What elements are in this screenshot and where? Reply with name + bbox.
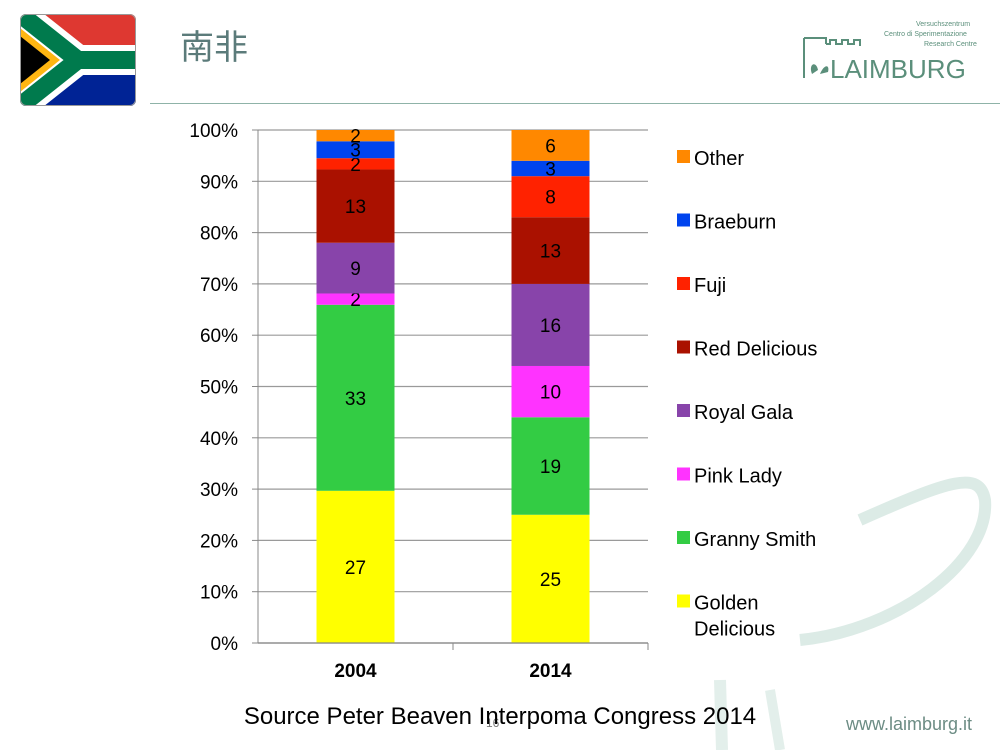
page-number: 16 xyxy=(486,716,500,730)
data-label: 2 xyxy=(350,290,361,311)
logo-line-2: Centro di Sperimentazione xyxy=(884,31,967,38)
legend-swatch xyxy=(677,150,690,163)
slide-title: 南非 xyxy=(180,28,248,68)
x-tick-label: 2004 xyxy=(334,661,377,682)
y-tick-label: 0% xyxy=(211,634,239,655)
y-tick-label: 20% xyxy=(200,531,238,552)
data-label: 13 xyxy=(345,197,366,218)
legend-label: Golden Delicious xyxy=(694,593,775,641)
legend-label: Braeburn xyxy=(694,212,776,234)
legend-label: Red Delicious xyxy=(694,339,817,361)
bar-segment xyxy=(316,169,395,243)
bar-segment xyxy=(511,365,590,418)
bar-segment xyxy=(511,217,590,284)
data-label: 19 xyxy=(540,457,561,478)
bar-segment xyxy=(316,293,395,305)
y-tick-label: 40% xyxy=(200,429,238,450)
legend-swatch xyxy=(677,340,690,354)
bar-segment xyxy=(316,158,395,170)
legend: Other Braeburn Fuji Red Delicious Royal Gala… xyxy=(677,148,817,641)
y-tick-label: 90% xyxy=(200,172,238,193)
y-tick-label: 50% xyxy=(200,378,238,399)
data-label: 3 xyxy=(545,159,556,180)
data-label: 25 xyxy=(540,570,561,591)
y-tick-label: 80% xyxy=(200,224,238,245)
legend-label: Granny Smith xyxy=(694,529,816,551)
legend-swatch xyxy=(677,277,690,290)
data-label: 6 xyxy=(545,136,556,157)
y-tick-label: 70% xyxy=(200,275,238,296)
data-label: 16 xyxy=(540,316,561,337)
bar-segment xyxy=(511,514,590,643)
bar-segment xyxy=(316,141,395,159)
bar-segment xyxy=(316,242,395,294)
laimburg-logo: Versuchszentrum Centro di Sperimentazion… xyxy=(803,21,977,84)
data-label: 33 xyxy=(345,389,366,410)
data-label: 3 xyxy=(350,141,361,162)
south-africa-flag-icon xyxy=(20,14,136,106)
bar-segment xyxy=(316,130,395,142)
x-axis: 2004 2014 xyxy=(258,642,649,682)
logo-line-3: Research Centre xyxy=(924,41,977,48)
bar-segment xyxy=(511,283,590,366)
bar-segment xyxy=(511,417,590,515)
bar-segment xyxy=(511,130,590,161)
data-label: 2 xyxy=(350,127,361,148)
data-label: 8 xyxy=(545,188,556,209)
legend-swatch xyxy=(677,531,690,544)
y-tick-label: 60% xyxy=(200,326,238,347)
legend-swatch xyxy=(677,594,690,608)
legend-swatch xyxy=(677,467,690,481)
x-tick-label: 2014 xyxy=(529,661,572,682)
data-label: 2 xyxy=(350,155,361,176)
legend-label: Pink Lady xyxy=(694,466,782,488)
bar-segment xyxy=(511,160,590,177)
data-label: 10 xyxy=(540,383,561,404)
legend-label: Fuji xyxy=(694,275,726,297)
website-link[interactable]: www.laimburg.it xyxy=(846,714,973,734)
bar-segment xyxy=(316,490,395,643)
logo-line-1: Versuchszentrum xyxy=(916,21,970,28)
legend-label: Other xyxy=(694,148,744,170)
y-tick-label: 100% xyxy=(189,121,238,142)
bar-segment xyxy=(316,304,395,491)
data-label: 13 xyxy=(540,242,561,263)
data-label: 27 xyxy=(345,558,366,579)
source-caption: Source Peter Beaven Interpoma Congress 2… xyxy=(243,703,757,730)
y-tick-label: 30% xyxy=(200,480,238,501)
legend-swatch xyxy=(677,404,690,417)
y-axis: 0% 10% 20% 30% 40% 50% 60% 70% 80% 90% 100% xyxy=(189,121,259,655)
legend-label: Royal Gala xyxy=(694,402,794,424)
data-label: 9 xyxy=(350,259,361,280)
legend-swatch xyxy=(677,213,690,227)
bar-segment xyxy=(511,176,590,218)
y-tick-label: 10% xyxy=(200,583,238,604)
logo-brand: LAIMBURG xyxy=(830,54,966,84)
header-divider xyxy=(150,103,1000,104)
